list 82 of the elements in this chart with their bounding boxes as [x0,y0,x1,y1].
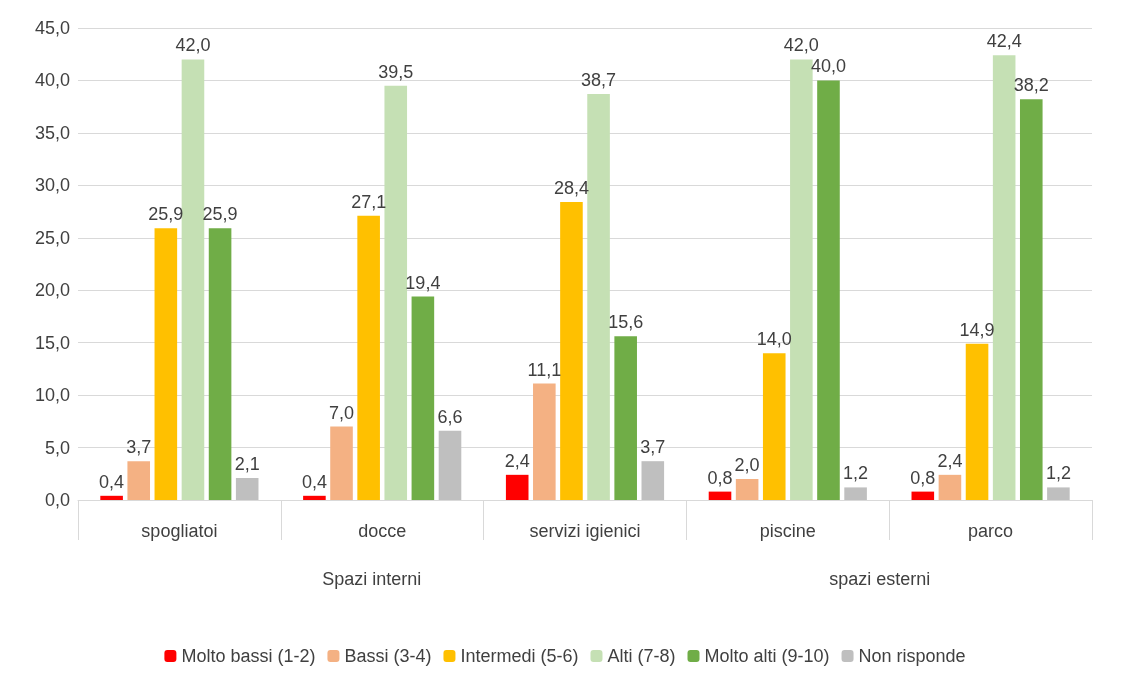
data-label: 38,7 [581,70,617,91]
data-label: 39,5 [378,61,414,82]
text: Spazi interni [322,569,422,589]
data-label: 0,4 [301,471,327,492]
bar [100,495,123,500]
bar [154,228,178,500]
data-label: 25,9 [202,204,238,225]
data-label: 2,0 [734,455,760,476]
bar [1019,99,1043,500]
data-label: 15,6 [608,312,644,333]
legend-label: Molto alti (9-10) [704,646,830,666]
data-label: 0,8 [707,467,733,488]
bar [384,85,408,500]
data-label: 2,4 [504,450,530,471]
legend-label: Intermedi (5-6) [460,646,579,666]
x-tick-label: docce [358,521,407,541]
legend-label: Alti (7-8) [607,646,676,666]
data-label: 3,7 [126,437,152,458]
data-label: 2,1 [234,453,260,474]
bar [938,474,962,500]
data-label: 0,4 [99,471,125,492]
bar [587,94,610,500]
data-label: 42,4 [986,31,1022,52]
bar [965,343,989,500]
data-label: 0,8 [910,467,936,488]
data-label: 40,0 [810,56,846,77]
data-label: 7,0 [329,402,355,423]
data-label: 6,6 [437,406,463,427]
x-tick-label: spogliatoi [141,521,218,541]
y-tick-label: 15,0 [34,332,70,353]
y-tick-label: 45,0 [34,18,70,38]
bar [505,474,529,500]
data-label: 14,9 [959,319,995,340]
bar [844,487,867,500]
bar [641,461,665,500]
x-tick-label: parco [968,521,1014,541]
data-label: 27,1 [351,191,387,212]
data-label: 42,0 [783,35,819,56]
bar [614,336,637,500]
data-label: 38,2 [1013,75,1049,96]
y-tick-label: 35,0 [34,122,70,143]
y-tick-label: 0,0 [44,490,70,510]
bar [1047,487,1070,500]
legend-label: Bassi (3-4) [344,646,432,666]
bar [911,491,935,500]
legend-label: Non risponde [858,646,966,666]
data-label: 2,4 [937,450,963,471]
legend-label: Molto bassi (1-2) [181,646,316,666]
bar [438,430,462,500]
bar [817,80,840,500]
bar [330,426,353,500]
bar [235,477,259,500]
text: spazi esterni [829,569,931,589]
bar [762,353,786,500]
bar [208,228,232,500]
bar [992,55,1016,500]
bar [560,202,583,500]
bar [735,479,759,500]
y-tick-label: 25,0 [34,227,70,248]
bar [411,296,435,500]
y-tick-label: 20,0 [34,280,70,301]
bar [181,59,205,500]
y-tick-label: 40,0 [34,70,70,91]
data-label: 1,2 [843,463,869,484]
data-label: 25,9 [148,204,184,225]
x-tick-label: servizi igienici [529,521,641,541]
data-label: 3,7 [640,437,666,458]
y-tick-label: 5,0 [44,437,70,458]
y-tick-label: 10,0 [34,385,70,406]
y-tick-label: 30,0 [34,175,70,196]
bar [127,461,151,500]
bar [303,495,326,500]
data-label: 42,0 [175,35,211,56]
bar [708,491,732,500]
data-label: 14,0 [756,329,792,350]
x-tick-label: piscine [759,521,816,541]
data-label: 28,4 [553,178,589,199]
bar [533,383,556,500]
data-label: 1,2 [1045,463,1071,484]
bar [357,215,380,500]
data-label: 19,4 [405,272,441,293]
bar [790,59,813,500]
